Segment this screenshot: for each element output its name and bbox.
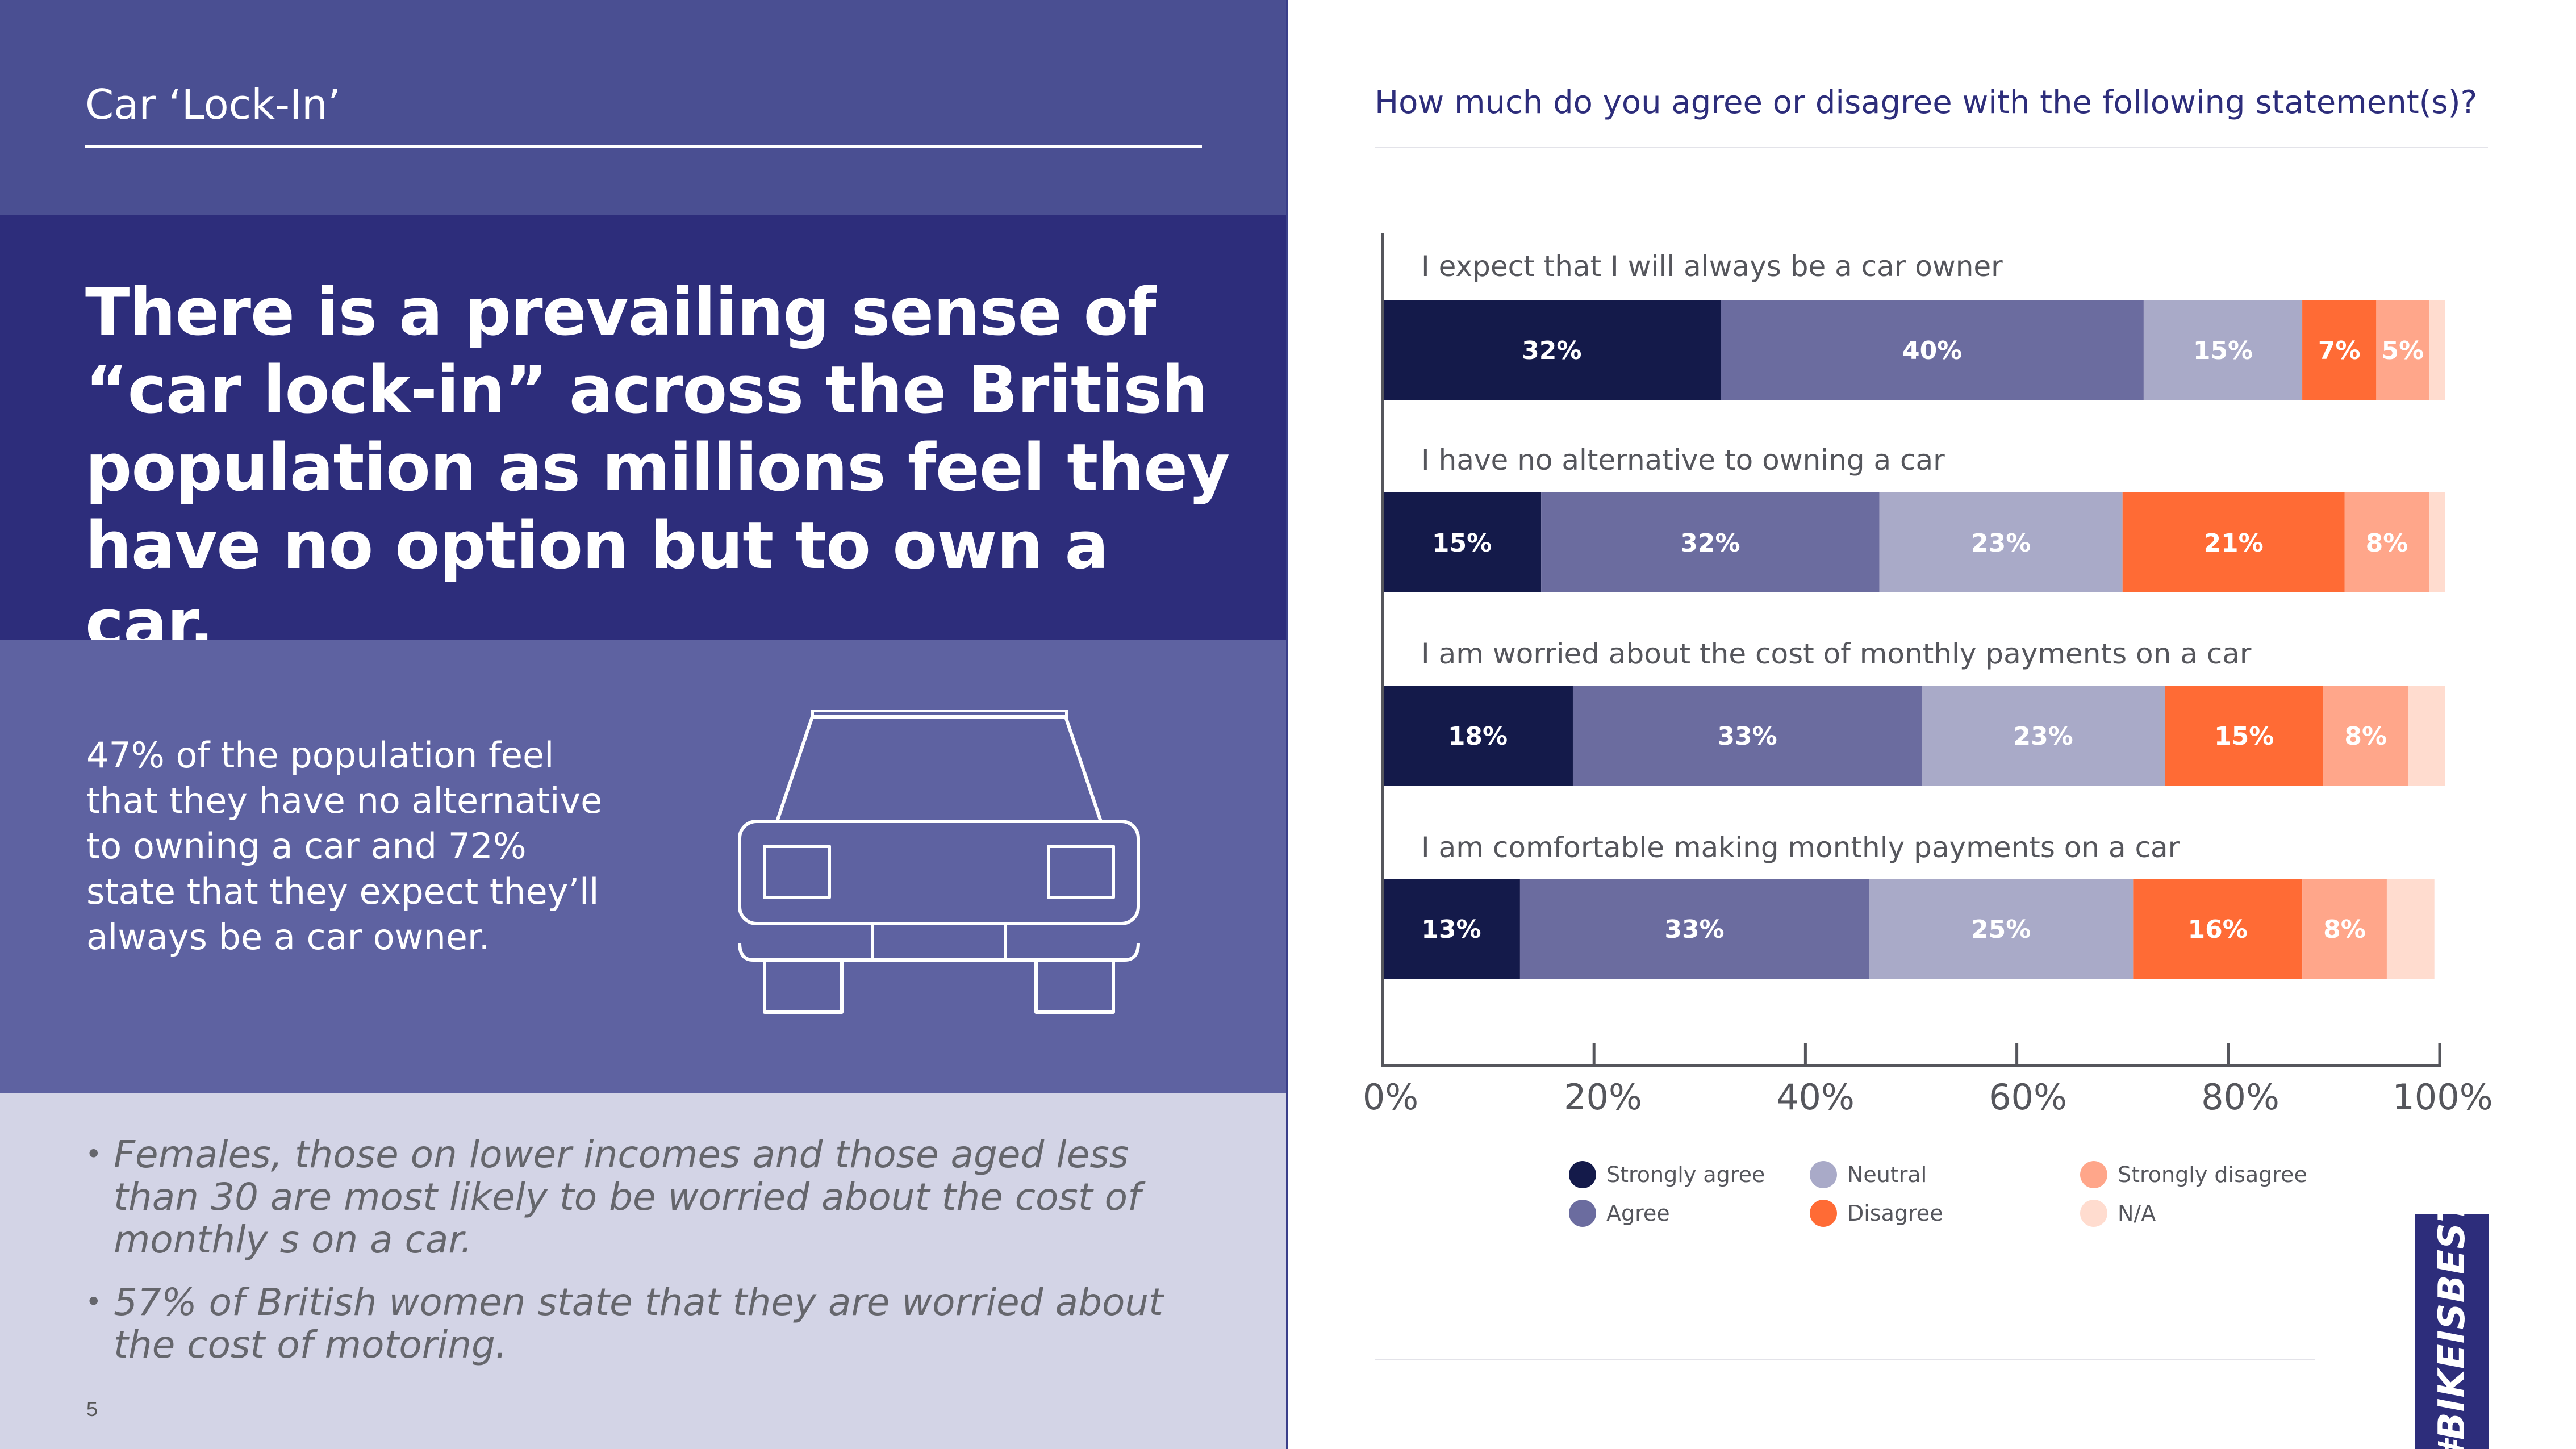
bar-value-label: 32% — [1680, 529, 1740, 558]
bar-segment — [1519, 879, 1869, 979]
bar-value-label: 13% — [1421, 915, 1481, 944]
legend-swatch — [2080, 1200, 2107, 1227]
statement-label: I am comfortable making monthly payments… — [1421, 831, 2180, 864]
bar-segment — [1572, 686, 1922, 786]
bar-segment — [2408, 686, 2445, 786]
note-text: Females, those on lower incomes and thos… — [114, 1133, 1141, 1262]
x-tick-label: 0% — [1362, 1076, 1419, 1118]
bar-value-label: 15% — [1432, 529, 1492, 558]
bar-value-label: 15% — [2193, 336, 2253, 365]
bar-segment — [1383, 492, 1542, 592]
bar-segment — [2429, 300, 2445, 400]
notes-band — [0, 1093, 1288, 1449]
statement-label: I have no alternative to owning a car — [1421, 444, 1945, 477]
bar-value-label: 8% — [2366, 529, 2408, 558]
bullet-dot: • — [85, 1138, 102, 1171]
bar-segment — [1922, 686, 2165, 786]
legend-swatch — [1569, 1200, 1596, 1227]
bar-segment — [2323, 686, 2408, 786]
bar-segment — [2386, 879, 2435, 979]
bar-value-label: 23% — [2013, 722, 2073, 751]
statement-label: I am worried about the cost of monthly p… — [1421, 637, 2252, 670]
bar-segment — [2302, 300, 2377, 400]
bar-value-label: 8% — [2344, 722, 2387, 751]
bar-segment — [2376, 300, 2429, 400]
stat-text: 47% of the population feel that they hav… — [86, 734, 603, 958]
statement-label: I expect that I will always be a car own… — [1421, 250, 2003, 283]
stat-band — [0, 640, 1288, 1093]
bar-value-label: 23% — [1971, 529, 2031, 558]
bar-value-label: 16% — [2188, 915, 2248, 944]
legend-item-neutral: Neutral — [1810, 1158, 1927, 1192]
bar-segment — [1383, 879, 1520, 979]
x-tick-label: 20% — [1564, 1076, 1642, 1118]
bar-segment — [2429, 492, 2445, 592]
chart-question: How much do you agree or disagree with t… — [1375, 84, 2478, 121]
bar-segment — [2165, 686, 2324, 786]
panel-divider — [1286, 0, 1288, 1449]
section-header-band — [0, 0, 1288, 215]
legend-item-na: N/A — [2080, 1196, 2156, 1230]
section-title: Car ‘Lock-In’ — [85, 81, 341, 128]
bar-value-label: 18% — [1448, 722, 1508, 751]
bar-segment — [1383, 300, 1721, 400]
note-bullet-1: • Females, those on lower incomes and th… — [85, 1133, 1193, 1261]
legend-label: Strongly agree — [1606, 1162, 1765, 1187]
bar-value-label: 15% — [2214, 722, 2274, 751]
note-text: 57% of British women state that they are… — [114, 1280, 1164, 1367]
headline-band — [0, 215, 1288, 640]
bullet-dot: • — [85, 1285, 102, 1318]
brand-tag: #BIKEISBEST — [2415, 1214, 2489, 1449]
x-tick-label: 40% — [1776, 1076, 1855, 1118]
title-underline — [85, 145, 1202, 148]
bar-segment — [2143, 300, 2303, 400]
bar-value-label: 40% — [1902, 336, 1962, 365]
page-number: 5 — [86, 1397, 98, 1421]
bar-segment — [1721, 300, 2144, 400]
legend-item-strongly-disagree: Strongly disagree — [2080, 1158, 2307, 1192]
bar-value-label: 8% — [2323, 915, 2366, 944]
legend-label: Neutral — [1847, 1162, 1927, 1187]
legend-swatch — [1810, 1200, 1837, 1227]
bar-value-label: 7% — [2318, 336, 2361, 365]
bar-segment — [2122, 492, 2345, 592]
bar-segment — [2302, 879, 2387, 979]
bar-value-label: 33% — [1717, 722, 1777, 751]
legend-label: N/A — [2118, 1201, 2156, 1226]
x-tick-label: 80% — [2201, 1076, 2279, 1118]
legend-label: Agree — [1606, 1201, 1670, 1226]
bar-segment — [1383, 686, 1573, 786]
bar-value-label: 33% — [1664, 915, 1724, 944]
bar-segment — [1541, 492, 1880, 592]
x-tick-label: 60% — [1989, 1076, 2067, 1118]
legend-item-strongly-agree: Strongly agree — [1569, 1158, 1765, 1192]
bar-segment — [2344, 492, 2429, 592]
legend-item-disagree: Disagree — [1810, 1196, 1943, 1230]
bar-segment — [1879, 492, 2123, 592]
legend-label: Strongly disagree — [2118, 1162, 2307, 1187]
question-underline — [1375, 147, 2488, 148]
legend-swatch — [1810, 1161, 1837, 1188]
bar-value-label: 21% — [2203, 529, 2263, 558]
note-bullet-2: • 57% of British women state that they a… — [85, 1281, 1193, 1366]
bar-value-label: 25% — [1971, 915, 2031, 944]
legend-swatch — [1569, 1161, 1596, 1188]
bar-value-label: 32% — [1522, 336, 1581, 365]
headline: There is a prevailing sense of “car lock… — [85, 274, 1230, 662]
legend-swatch — [2080, 1161, 2107, 1188]
x-tick-label: 100% — [2392, 1076, 2493, 1118]
legend-label: Disagree — [1847, 1201, 1943, 1226]
legend-item-agree: Agree — [1569, 1196, 1670, 1230]
left-panel: Car ‘Lock-In’ There is a prevailing sens… — [0, 0, 1288, 1449]
bar-segment — [1869, 879, 2134, 979]
brand-hashtag: #BIKEISBEST — [2431, 1214, 2473, 1449]
bar-value-label: 5% — [2382, 336, 2424, 365]
bar-segment — [2133, 879, 2303, 979]
car-icon — [738, 710, 1140, 1014]
footer-rule — [1375, 1359, 2315, 1360]
